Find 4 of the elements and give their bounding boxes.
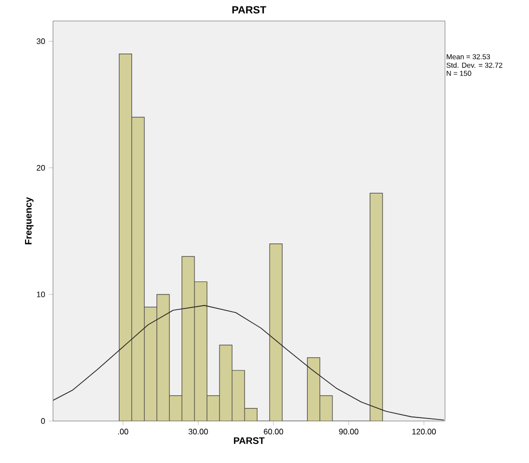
- y-axis-title: Frequency: [25, 197, 34, 244]
- x-axis-title: PARST: [234, 437, 265, 444]
- line-series: [53, 305, 444, 420]
- chart-title: PARST: [232, 6, 266, 14]
